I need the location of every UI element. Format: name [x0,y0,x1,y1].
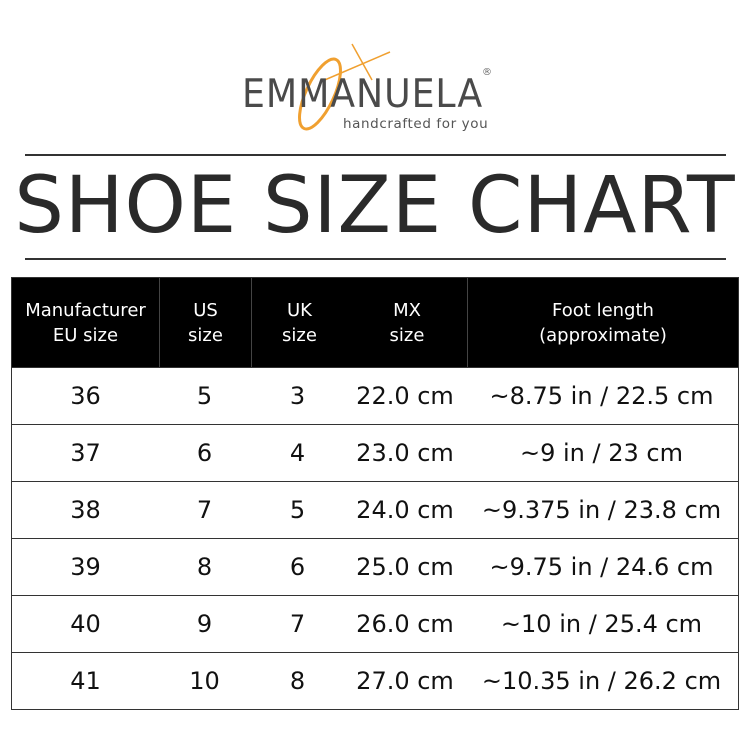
table-cell: 40 [70,610,101,638]
table-row: 39 8 6 25.0 cm ~9.75 in / 24.6 cm [12,538,738,595]
table-cell: 23.0 cm [356,439,454,467]
table-cell: 5 [289,496,306,524]
header-line: US [193,299,218,321]
table-cell: ~9.375 in / 23.8 cm [481,496,722,524]
table-cell: 39 [70,553,101,581]
brand-tagline: handcrafted for you [343,116,489,132]
logo-swoosh-icon [298,43,391,131]
table-cell: 7 [289,610,306,638]
table-cell: 37 [70,439,101,467]
column-header: US size [160,278,252,367]
divider-top [25,154,726,156]
table-cell: 6 [196,439,213,467]
column-header: Foot length (approximate) [468,278,738,367]
header-line: Foot length [552,299,654,321]
header-line: size [188,324,223,346]
table-row: 41 10 8 27.0 cm ~10.35 in / 26.2 cm [12,652,738,709]
table-cell: ~8.75 in / 22.5 cm [489,382,714,410]
registered-mark: ® [482,67,492,78]
header-line: size [282,324,317,346]
header-line: Manufacturer [25,299,146,321]
divider-bottom [25,258,726,260]
size-table: Manufacturer EU size US size UK size MX size Foo… [11,277,739,710]
header-line: UK [287,299,312,321]
table-cell: 6 [289,553,306,581]
table-header: Manufacturer EU size US size UK size MX size Foo… [12,278,738,367]
header-line: MX [393,299,421,321]
table-cell: 8 [289,667,306,695]
table-row: 40 9 7 26.0 cm ~10 in / 25.4 cm [12,595,738,652]
brand-name: EMMANUELA [242,72,484,117]
table-cell: 10 [189,667,220,695]
table-cell: 8 [196,553,213,581]
table-row: 38 7 5 24.0 cm ~9.375 in / 23.8 cm [12,481,738,538]
table-cell: 22.0 cm [356,382,454,410]
table-cell: 38 [70,496,101,524]
table-cell: ~9 in / 23 cm [520,439,683,467]
table-cell: ~9.75 in / 24.6 cm [489,553,714,581]
table-cell: 26.0 cm [356,610,454,638]
table-cell: 24.0 cm [356,496,454,524]
table-row: 36 5 3 22.0 cm ~8.75 in / 22.5 cm [12,367,738,424]
table-cell: 7 [196,496,213,524]
table-cell: 27.0 cm [356,667,454,695]
page-title: SHOE SIZE CHART [14,161,736,251]
table-cell: 9 [196,610,213,638]
table-cell: 3 [289,382,306,410]
header-line: size [389,324,425,346]
table-cell: 4 [289,439,306,467]
header-line: EU size [52,324,119,346]
column-header: MX size [347,278,468,367]
header-line: (approximate) [539,324,667,346]
table-cell: ~10.35 in / 26.2 cm [481,667,722,695]
table-cell: 25.0 cm [356,553,454,581]
column-header: UK size [252,278,347,367]
table-cell: 36 [70,382,101,410]
table-row: 37 6 4 23.0 cm ~9 in / 23 cm [12,424,738,481]
brand-logo: EMMANUELA ® handcrafted for you [240,42,500,137]
table-cell: 5 [196,382,213,410]
table-cell: ~10 in / 25.4 cm [500,610,703,638]
column-header: Manufacturer EU size [12,278,160,367]
table-cell: 41 [70,667,101,695]
